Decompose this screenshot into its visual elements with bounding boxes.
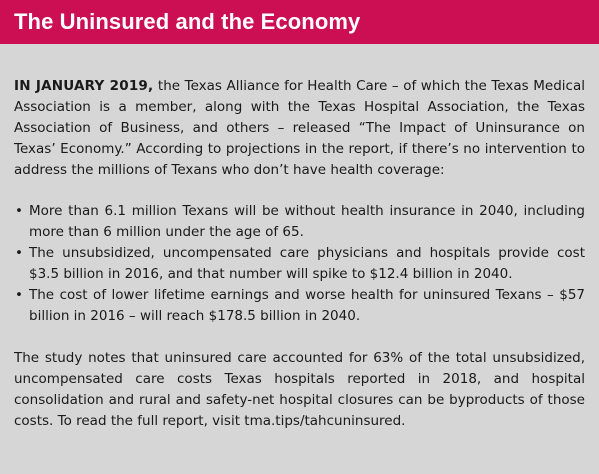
intro-text: the Texas Alliance for Health Care – of … bbox=[14, 78, 585, 178]
bullet-icon: • bbox=[15, 203, 23, 219]
box-header: The Uninsured and the Economy bbox=[0, 0, 599, 44]
bullet-icon: • bbox=[15, 287, 23, 303]
box-title: The Uninsured and the Economy bbox=[14, 9, 361, 34]
list-item: • The unsubsidized, uncompensated care ph… bbox=[14, 243, 585, 285]
list-item-text: The unsubsidized, uncompensated care phy… bbox=[29, 245, 585, 282]
projection-list: • More than 6.1 million Texans will be wi… bbox=[14, 201, 585, 327]
list-item: • The cost of lower lifetime earnings and… bbox=[14, 285, 585, 327]
list-item: • More than 6.1 million Texans will be wi… bbox=[14, 201, 585, 243]
list-item-text: More than 6.1 million Texans will be wit… bbox=[29, 203, 585, 240]
intro-lead: IN JANUARY 2019, bbox=[14, 78, 154, 94]
list-item-text: The cost of lower lifetime earnings and … bbox=[29, 287, 585, 324]
closing-paragraph: The study notes that uninsured care acco… bbox=[14, 350, 585, 429]
box-content: IN JANUARY 2019, the Texas Alliance for … bbox=[0, 44, 599, 432]
intro-paragraph: IN JANUARY 2019, the Texas Alliance for … bbox=[14, 76, 585, 181]
bullet-icon: • bbox=[15, 245, 23, 261]
